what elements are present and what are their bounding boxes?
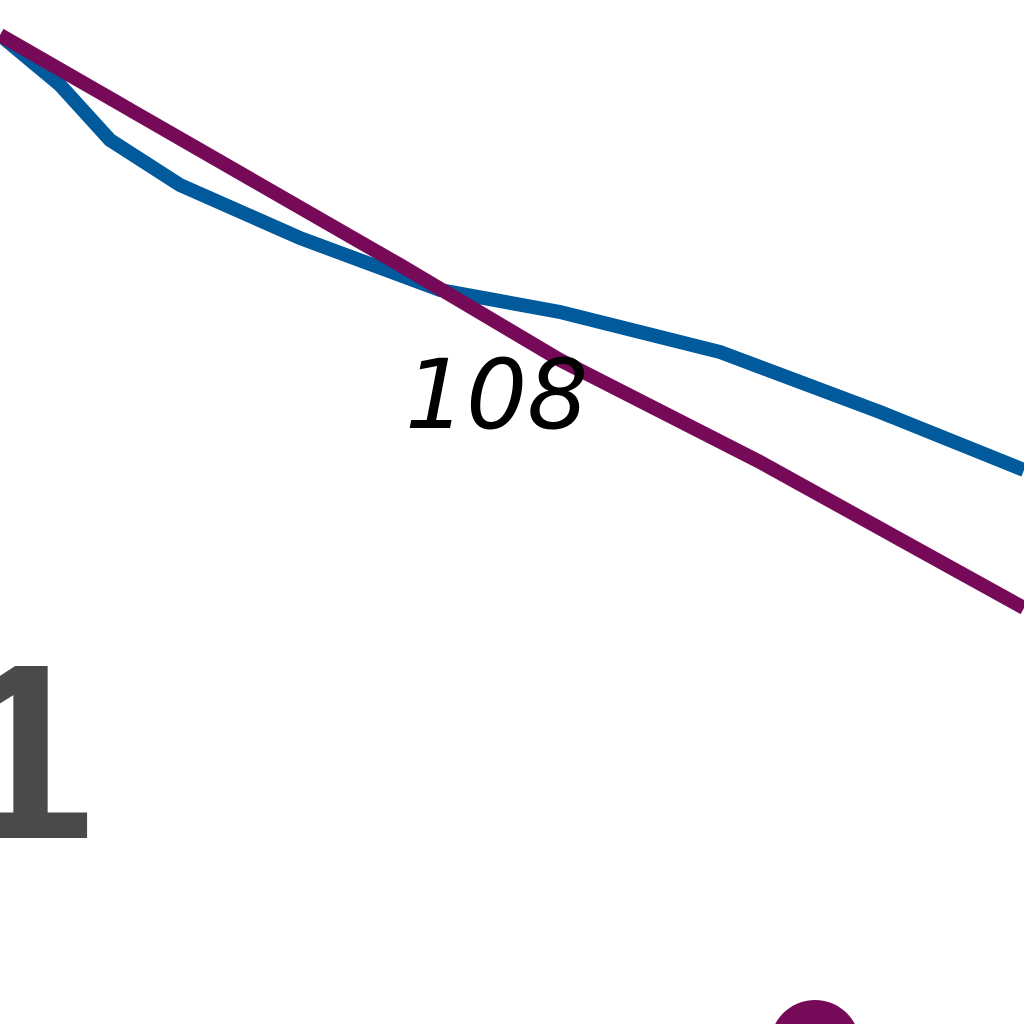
route-label: 108: [405, 339, 588, 451]
purple-marker: [775, 1000, 855, 1024]
blue-route: [0, 29, 1024, 477]
purple-route: [0, 28, 1024, 615]
marker-label: 1: [0, 612, 94, 891]
